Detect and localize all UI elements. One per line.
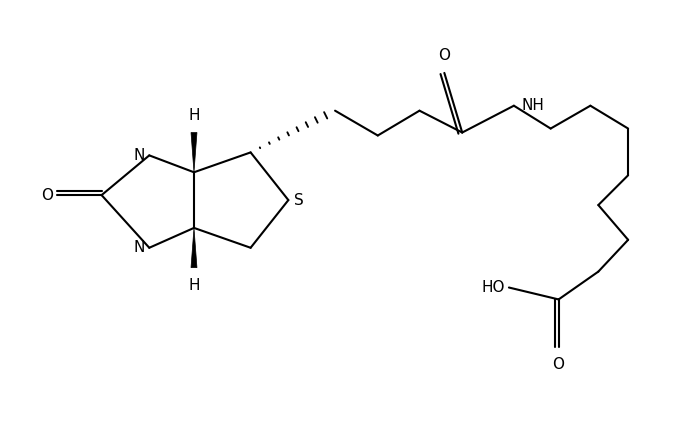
Text: HO: HO (482, 280, 505, 295)
Text: S: S (294, 193, 304, 207)
Polygon shape (191, 132, 197, 172)
Text: N: N (134, 148, 145, 163)
Text: N: N (134, 240, 145, 255)
Text: H: H (189, 278, 200, 293)
Text: O: O (41, 187, 53, 203)
Text: H: H (189, 108, 200, 123)
Text: O: O (438, 48, 451, 63)
Polygon shape (191, 228, 197, 268)
Text: NH: NH (522, 98, 545, 113)
Text: O: O (552, 357, 565, 372)
